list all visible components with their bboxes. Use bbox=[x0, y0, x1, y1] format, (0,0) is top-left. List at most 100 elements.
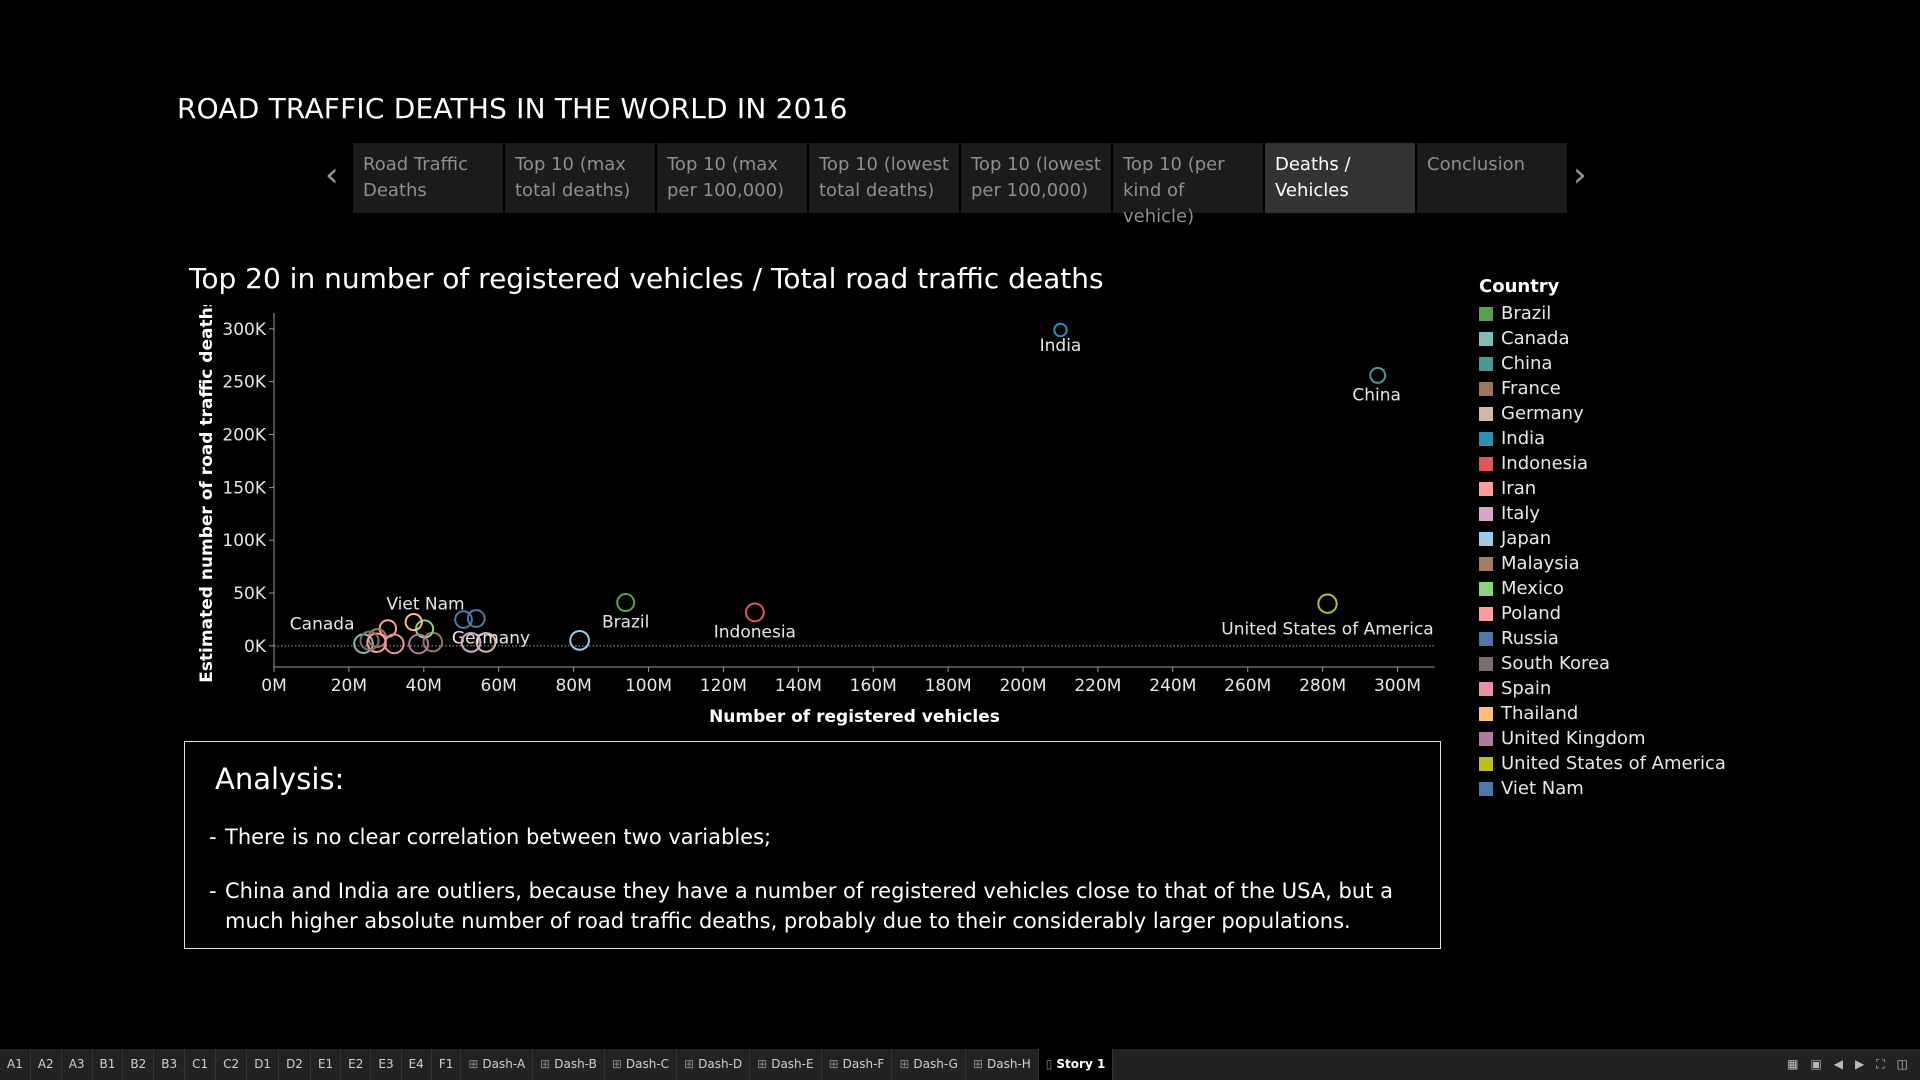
data-point[interactable] bbox=[408, 633, 429, 655]
legend-item[interactable]: Japan bbox=[1479, 526, 1726, 551]
legend-item[interactable]: Malaysia bbox=[1479, 551, 1726, 576]
data-point[interactable] bbox=[569, 630, 590, 651]
sheet-tab-label: B3 bbox=[161, 1057, 178, 1071]
data-point[interactable] bbox=[744, 602, 765, 623]
legend-label: Iran bbox=[1501, 478, 1537, 499]
legend-swatch bbox=[1479, 356, 1493, 371]
legend-label: Japan bbox=[1501, 528, 1552, 549]
data-point[interactable] bbox=[475, 632, 497, 653]
legend-item[interactable]: Iran bbox=[1479, 476, 1726, 501]
legend-item[interactable]: Viet Nam bbox=[1479, 776, 1726, 801]
x-axis-label: Number of registered vehicles bbox=[709, 707, 1000, 727]
presentation-icon[interactable]: ◫ bbox=[1896, 1057, 1908, 1071]
y-tick-label: 50K bbox=[233, 584, 267, 604]
sheet-tab[interactable]: A1 bbox=[0, 1049, 31, 1080]
x-tick-label: 120M bbox=[700, 676, 747, 696]
sheet-tab[interactable]: ⊞ Dash-C bbox=[605, 1049, 678, 1080]
story-tab[interactable]: Road Traffic Deaths bbox=[353, 143, 503, 213]
sheet-tab[interactable]: F1 bbox=[432, 1049, 462, 1080]
sheet-tab[interactable]: ⊞ Dash-A bbox=[461, 1049, 534, 1080]
next-sheet-icon[interactable]: ▶ bbox=[1855, 1057, 1865, 1071]
data-point[interactable] bbox=[1369, 366, 1387, 384]
legend-item[interactable]: Canada bbox=[1479, 326, 1726, 351]
data-point[interactable] bbox=[359, 630, 380, 651]
legend-swatch bbox=[1479, 706, 1493, 721]
sheet-tab[interactable]: A2 bbox=[31, 1049, 62, 1080]
sheet-tab[interactable]: ⊞ Dash-B bbox=[533, 1049, 605, 1080]
x-tick-label: 100M bbox=[625, 676, 672, 696]
legend-swatch bbox=[1479, 531, 1493, 546]
sheet-tab[interactable]: ⊞ Dash-G bbox=[892, 1049, 966, 1080]
data-point[interactable] bbox=[616, 593, 636, 613]
sheet-tab[interactable]: ⊞ Dash-E bbox=[750, 1049, 822, 1080]
scatter-chart[interactable]: 0K 50K 100K 150K 200K 250K 300K 0M 20M 40M 60M 80M 1… bbox=[190, 305, 1440, 735]
fullscreen-icon[interactable]: ⛶ bbox=[1876, 1057, 1885, 1071]
chevron-left-icon[interactable]: ‹ bbox=[325, 155, 339, 195]
dashboard-icon: ⊞ bbox=[828, 1057, 839, 1071]
data-point[interactable] bbox=[466, 609, 486, 628]
legend-label: China bbox=[1501, 353, 1553, 374]
legend-item[interactable]: Thailand bbox=[1479, 701, 1726, 726]
data-label: Canada bbox=[290, 615, 355, 635]
sheet-tab[interactable]: E1 bbox=[311, 1049, 342, 1080]
sheet-tab[interactable]: E2 bbox=[341, 1049, 372, 1080]
legend-item[interactable]: France bbox=[1479, 376, 1726, 401]
previous-sheet-icon[interactable]: ◀ bbox=[1833, 1057, 1844, 1071]
data-point[interactable] bbox=[383, 633, 405, 655]
sheet-tab[interactable]: D1 bbox=[247, 1049, 280, 1080]
legend-item[interactable]: United States of America bbox=[1479, 751, 1726, 776]
sheet-tab[interactable]: ⊞ Dash-F bbox=[822, 1049, 893, 1080]
sheet-tab[interactable]: E3 bbox=[371, 1049, 402, 1080]
data-label: India bbox=[1040, 336, 1082, 356]
legend-item[interactable]: South Korea bbox=[1479, 651, 1726, 676]
sheet-tab[interactable]: B3 bbox=[154, 1049, 186, 1080]
legend-item[interactable]: Brazil bbox=[1479, 301, 1726, 326]
chevron-right-icon[interactable]: › bbox=[1573, 155, 1587, 195]
sheet-tab-label: Dash-G bbox=[913, 1057, 958, 1071]
legend-swatch bbox=[1479, 381, 1493, 396]
legend-item[interactable]: India bbox=[1479, 426, 1726, 451]
analysis-box: Analysis: - There is no clear correlation… bbox=[184, 741, 1441, 949]
legend-item[interactable]: Russia bbox=[1479, 626, 1726, 651]
legend-item[interactable]: China bbox=[1479, 351, 1726, 376]
story-tab[interactable]: Top 10 (lowest total deaths) bbox=[809, 143, 959, 213]
legend-item[interactable]: Italy bbox=[1479, 501, 1726, 526]
sheet-tab[interactable]: A3 bbox=[62, 1049, 93, 1080]
sheet-tab[interactable]: B2 bbox=[123, 1049, 155, 1080]
sheet-tab[interactable]: C1 bbox=[185, 1049, 217, 1080]
analysis-point: - China and India are outliers, because t… bbox=[209, 876, 1419, 936]
sheet-tab-label: C1 bbox=[192, 1057, 209, 1071]
analysis-point: - There is no clear correlation between t… bbox=[209, 822, 1419, 852]
story-tab[interactable]: Deaths / Vehicles bbox=[1265, 143, 1415, 213]
data-label: Brazil bbox=[602, 613, 649, 633]
story-tab[interactable]: Top 10 (max per 100,000) bbox=[657, 143, 807, 213]
legend-item[interactable]: Mexico bbox=[1479, 576, 1726, 601]
story-tab[interactable]: Top 10 (per kind of vehicle) bbox=[1113, 143, 1263, 227]
y-tick-label: 150K bbox=[222, 478, 266, 498]
story-title: ROAD TRAFFIC DEATHS IN THE WORLD IN 2016 bbox=[177, 92, 848, 125]
data-point[interactable] bbox=[404, 612, 423, 632]
legend-item[interactable]: Spain bbox=[1479, 676, 1726, 701]
legend-item[interactable]: Poland bbox=[1479, 601, 1726, 626]
legend-label: Germany bbox=[1501, 403, 1584, 424]
filmstrip-icon[interactable]: ▣ bbox=[1810, 1057, 1822, 1071]
sheet-tab[interactable]: ⊞ Dash-H bbox=[966, 1049, 1039, 1080]
sheet-tab[interactable]: B1 bbox=[93, 1049, 124, 1080]
sheet-tab[interactable]: ▯ Story 1 bbox=[1038, 1049, 1114, 1080]
sheet-tab[interactable]: C2 bbox=[216, 1049, 248, 1080]
sheet-tab[interactable]: ⊞ Dash-D bbox=[677, 1049, 751, 1080]
data-point[interactable] bbox=[460, 632, 482, 653]
data-point[interactable] bbox=[1053, 322, 1068, 338]
sheet-tab[interactable]: E4 bbox=[402, 1049, 432, 1080]
story-tab[interactable]: Top 10 (lowest per 100,000) bbox=[961, 143, 1111, 213]
data-point[interactable] bbox=[454, 610, 473, 629]
legend-item[interactable]: United Kingdom bbox=[1479, 726, 1726, 751]
legend-item[interactable]: Germany bbox=[1479, 401, 1726, 426]
sheet-sorter-icon[interactable]: ▦ bbox=[1787, 1057, 1799, 1071]
legend-item[interactable]: Indonesia bbox=[1479, 451, 1726, 476]
story-tab[interactable]: Conclusion bbox=[1417, 143, 1567, 213]
story-tab[interactable]: Top 10 (max total deaths) bbox=[505, 143, 655, 213]
sheet-tab[interactable]: D2 bbox=[279, 1049, 311, 1080]
dashboard-icon: ⊞ bbox=[540, 1057, 551, 1071]
data-point[interactable] bbox=[1317, 593, 1338, 614]
